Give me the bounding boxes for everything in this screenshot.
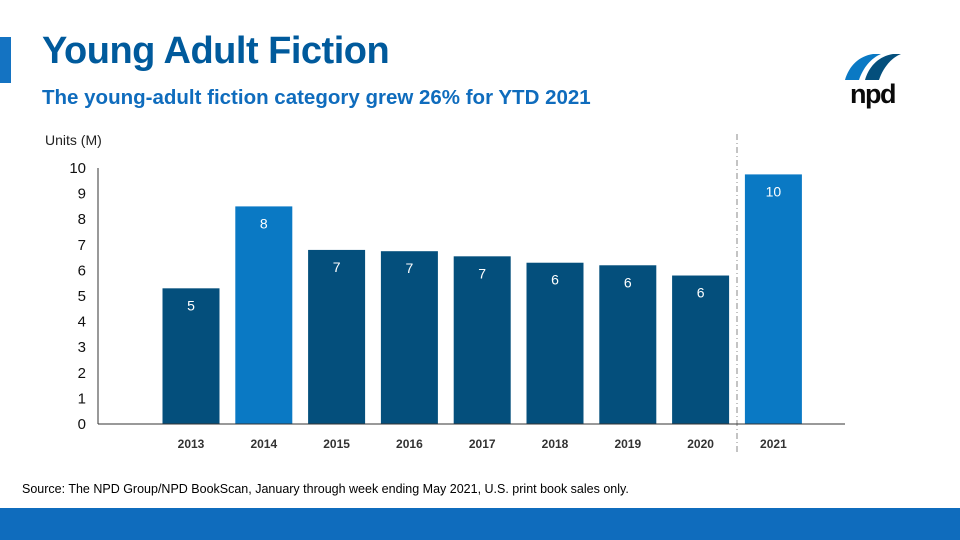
y-tick-label: 1 xyxy=(78,390,86,407)
y-tick-label: 3 xyxy=(78,339,86,356)
bar-2021 xyxy=(744,174,802,424)
logo-text: npd xyxy=(850,79,896,109)
x-tick-label: 2017 xyxy=(469,437,496,451)
page-title: Young Adult Fiction xyxy=(42,30,390,72)
y-tick-label: 6 xyxy=(78,262,86,279)
bar-2013 xyxy=(162,288,220,424)
x-tick-label: 2018 xyxy=(542,437,569,451)
bar-labels-group: 5 8 7 7 7 6 6 6 10 xyxy=(187,183,781,313)
y-tick-label: 7 xyxy=(78,237,86,254)
bar-value-label: 6 xyxy=(551,272,559,288)
y-tick-label: 8 xyxy=(78,211,86,228)
y-axis-title: Units (M) xyxy=(45,132,102,148)
x-tick-label: 2020 xyxy=(687,437,714,451)
bar-2014 xyxy=(235,206,293,424)
y-tick-label: 9 xyxy=(78,186,86,203)
bar-value-label: 7 xyxy=(478,265,486,281)
x-tick-label: 2019 xyxy=(614,437,641,451)
bar-value-label: 10 xyxy=(766,183,782,199)
y-tick-label: 4 xyxy=(78,314,86,331)
bar-value-label: 6 xyxy=(697,285,705,301)
bar-value-label: 7 xyxy=(333,259,341,275)
footer-bar xyxy=(0,508,960,540)
x-tick-label: 2014 xyxy=(250,437,277,451)
bar-2017 xyxy=(453,256,511,424)
bar-value-label: 7 xyxy=(406,260,414,276)
y-tick-label: 5 xyxy=(78,288,86,305)
bar-2016 xyxy=(380,251,438,424)
npd-wave-logo-icon xyxy=(845,54,901,80)
x-tick-label: 2013 xyxy=(178,437,205,451)
bar-2015 xyxy=(308,249,366,424)
title-accent-bar xyxy=(0,37,11,83)
x-tick-label: 2016 xyxy=(396,437,423,451)
y-axis-ticks: 0 1 2 3 4 5 6 7 8 9 10 xyxy=(69,160,86,433)
y-tick-label: 0 xyxy=(78,416,86,433)
x-tick-label: 2021 xyxy=(760,437,787,451)
y-tick-label: 2 xyxy=(78,365,86,382)
bar-value-label: 5 xyxy=(187,297,195,313)
npd-logo: npd xyxy=(835,50,910,112)
source-note: Source: The NPD Group/NPD BookScan, Janu… xyxy=(22,482,629,496)
x-axis-ticks: 2013 2014 2015 2016 2017 2018 2019 2020 2021 xyxy=(178,437,787,451)
bar-value-label: 8 xyxy=(260,215,268,231)
bar-2018 xyxy=(526,262,584,424)
y-tick-label: 10 xyxy=(69,160,86,177)
bar-2019 xyxy=(599,265,657,424)
page-subtitle: The young-adult fiction category grew 26… xyxy=(42,86,591,109)
x-tick-label: 2015 xyxy=(323,437,350,451)
bars-group xyxy=(162,174,802,424)
bar-2020 xyxy=(672,275,730,424)
bar-value-label: 6 xyxy=(624,274,632,290)
